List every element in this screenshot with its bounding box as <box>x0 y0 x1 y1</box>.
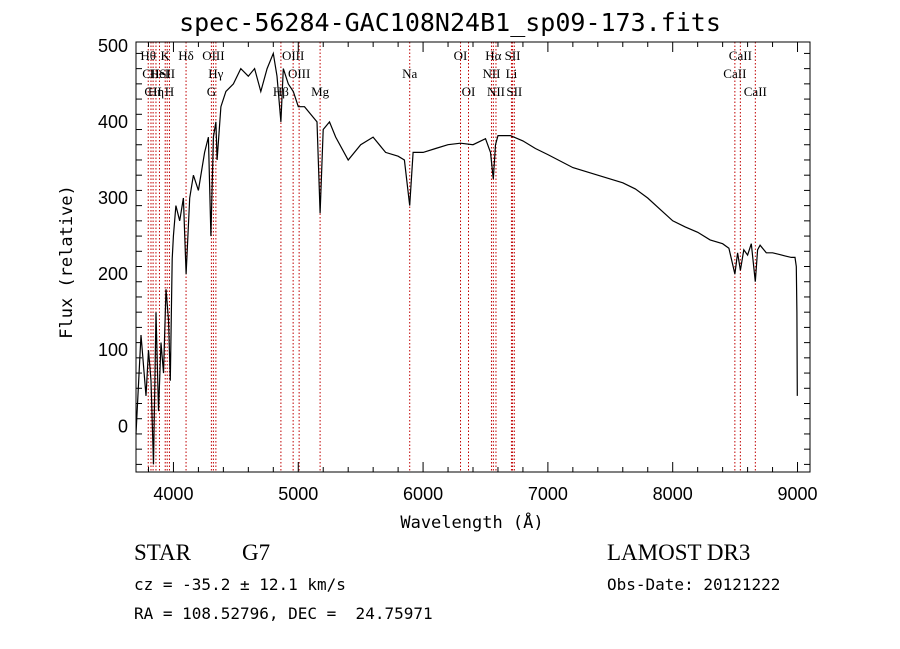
spectral-line-label: CaII <box>729 48 752 63</box>
spectral-line-label: SII <box>505 48 521 63</box>
plot-frame <box>135 41 811 473</box>
spectral-line-label: NII <box>487 84 505 99</box>
x-tick-label: 4000 <box>153 484 193 504</box>
x-axis-label: Wavelength (Å) <box>400 511 543 533</box>
y-axis-label: Flux (relative) <box>57 185 77 339</box>
y-tick-label: 300 <box>98 188 128 208</box>
coordinates: RA = 108.52796, DEC = 24.75971 <box>134 604 433 623</box>
x-tick-label: 5000 <box>278 484 318 504</box>
spectral-line-label: OIII <box>202 48 224 63</box>
x-tick-label: 6000 <box>403 484 443 504</box>
redshift-velocity: cz = -35.2 ± 12.1 km/s <box>134 575 346 594</box>
spectral-line-label: CII <box>144 84 161 99</box>
spectral-line-label: CaII <box>723 66 746 81</box>
spectral-line-label: OIII <box>282 48 304 63</box>
spectral-line-label: SII <box>506 84 522 99</box>
spectral-line-label: Hδ <box>178 48 194 63</box>
spectral-line-label: NII <box>482 66 500 81</box>
spectral-line-label: CII <box>142 66 159 81</box>
y-tick-label: 100 <box>98 340 128 360</box>
x-tick-label: 7000 <box>528 484 568 504</box>
spectral-line-markers <box>147 42 756 472</box>
y-tick-label: 0 <box>118 416 128 436</box>
spectral-line-label: H <box>165 84 174 99</box>
spectral-line-label: Mg <box>311 84 330 99</box>
spectral-line-label: SII <box>159 66 175 81</box>
spectral-line-label: G <box>207 84 216 99</box>
spectral-line-label: OI <box>462 84 476 99</box>
spectral-line-label: OIII <box>288 66 310 81</box>
y-tick-label: 500 <box>98 36 128 56</box>
spectral-line-label: Hβ <box>273 84 289 99</box>
spectral-line-label: Hγ <box>208 66 223 81</box>
spectral-line-label: K <box>161 48 171 63</box>
y-tick-label: 400 <box>98 112 128 132</box>
observation-date: Obs-Date: 20121222 <box>607 575 781 594</box>
y-tick-label: 200 <box>98 264 128 284</box>
spectral-line-label: OI <box>454 48 468 63</box>
spectral-line-label: Hα <box>485 48 501 63</box>
object-subclass: G7 <box>242 540 271 565</box>
x-tick-label: 8000 <box>653 484 693 504</box>
spectrum-line <box>135 51 798 465</box>
spectral-line-label: Na <box>402 66 417 81</box>
spectral-line-label: Hη <box>148 84 164 99</box>
spectral-line-label: Li <box>506 66 518 81</box>
survey-name: LAMOST DR3 <box>607 540 751 565</box>
spectral-line-label: CaII <box>744 84 767 99</box>
x-tick-label: 9000 <box>777 484 817 504</box>
spectral-line-label: Hθ <box>140 48 156 63</box>
spectral-line-label: HeI <box>150 66 170 81</box>
axis-ticks: 4000 5000 6000 7000 8000 9000 0 100 200 300 400 500 <box>98 36 818 504</box>
object-class: STAR <box>134 540 191 565</box>
chart-title: spec-56284-GAC108N24B1_sp09-173.fits <box>179 8 721 37</box>
